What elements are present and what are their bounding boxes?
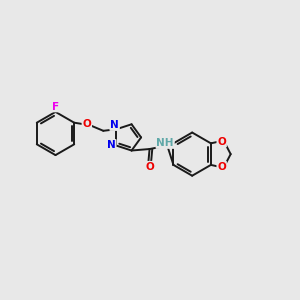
Text: O: O [217, 136, 226, 146]
Text: NH: NH [156, 138, 174, 148]
Text: O: O [217, 162, 226, 172]
Text: O: O [145, 162, 154, 172]
Text: N: N [107, 140, 116, 150]
Text: F: F [52, 101, 59, 112]
Text: O: O [82, 119, 91, 129]
Text: N: N [110, 120, 119, 130]
